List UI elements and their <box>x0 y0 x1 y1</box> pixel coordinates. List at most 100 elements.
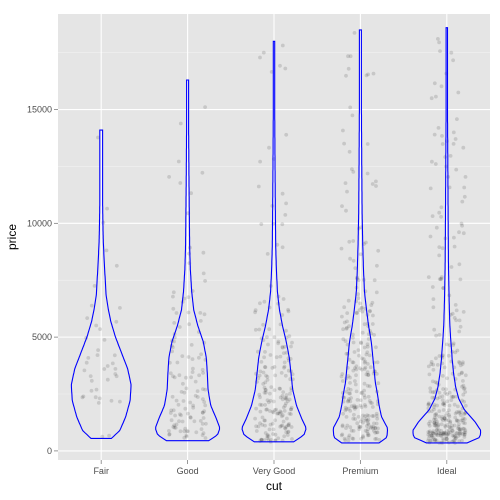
jitter-point <box>85 316 89 320</box>
jitter-point <box>269 385 273 389</box>
jitter-point <box>187 311 191 315</box>
jitter-point <box>340 204 344 208</box>
jitter-point <box>263 391 267 395</box>
jitter-point <box>353 366 357 370</box>
jitter-point <box>275 355 279 359</box>
jitter-point <box>264 408 268 412</box>
jitter-point <box>458 433 462 437</box>
jitter-point <box>258 56 262 60</box>
jitter-point <box>258 374 262 378</box>
jitter-point <box>368 354 372 358</box>
jitter-point <box>454 137 458 141</box>
jitter-point <box>201 397 205 401</box>
jitter-point <box>357 354 361 358</box>
jitter-point <box>457 422 461 426</box>
jitter-point <box>286 430 290 434</box>
jitter-point <box>202 431 206 435</box>
jitter-point <box>178 373 182 377</box>
jitter-point <box>351 239 355 243</box>
jitter-point <box>198 311 202 315</box>
x-axis-title: cut <box>266 479 283 493</box>
jitter-point <box>435 226 439 230</box>
jitter-point <box>106 378 110 382</box>
jitter-point <box>188 401 192 405</box>
jitter-point <box>289 345 293 349</box>
jitter-point <box>357 415 361 419</box>
jitter-point <box>203 404 207 408</box>
jitter-point <box>373 437 377 441</box>
jitter-point <box>201 411 205 415</box>
jitter-point <box>348 376 352 380</box>
jitter-point <box>274 433 278 437</box>
jitter-point <box>353 405 357 409</box>
jitter-point <box>429 390 433 394</box>
jitter-point <box>457 360 461 364</box>
jitter-point <box>169 409 173 413</box>
jitter-point <box>427 422 431 426</box>
jitter-point <box>371 182 375 186</box>
jitter-point <box>431 432 435 436</box>
jitter-point <box>288 392 292 396</box>
jitter-point <box>254 308 258 312</box>
jitter-point <box>437 126 441 130</box>
jitter-point <box>191 404 195 408</box>
jitter-point <box>355 421 359 425</box>
jitter-point <box>193 419 197 423</box>
jitter-point <box>363 367 367 371</box>
jitter-point <box>437 431 441 435</box>
jitter-point <box>458 319 462 323</box>
jitter-point <box>283 409 287 413</box>
jitter-point <box>284 374 288 378</box>
jitter-point <box>340 434 344 438</box>
jitter-point <box>175 311 179 315</box>
jitter-point <box>459 278 463 282</box>
jitter-point <box>464 373 468 377</box>
jitter-point <box>347 299 351 303</box>
jitter-point <box>359 252 363 256</box>
jitter-point <box>267 327 271 331</box>
jitter-point <box>451 343 455 347</box>
jitter-point <box>457 330 461 334</box>
jitter-point <box>266 252 270 256</box>
jitter-point <box>456 405 460 409</box>
jitter-point <box>462 431 466 435</box>
jitter-point <box>426 439 430 443</box>
jitter-point <box>345 190 349 194</box>
jitter-point <box>284 133 288 137</box>
jitter-point <box>364 405 368 409</box>
jitter-point <box>115 374 119 378</box>
jitter-point <box>340 315 344 319</box>
jitter-point <box>254 407 258 411</box>
jitter-point <box>170 418 174 422</box>
jitter-point <box>257 185 261 189</box>
jitter-point <box>180 354 184 358</box>
jitter-point <box>282 297 286 301</box>
jitter-point <box>434 356 438 360</box>
jitter-point <box>344 209 348 213</box>
jitter-point <box>286 399 290 403</box>
jitter-point <box>349 396 353 400</box>
jitter-point <box>376 360 380 364</box>
jitter-point <box>282 434 286 438</box>
jitter-point <box>173 414 177 418</box>
jitter-point <box>272 428 276 432</box>
jitter-point <box>197 356 201 360</box>
jitter-point <box>348 434 352 438</box>
jitter-point <box>363 414 367 418</box>
jitter-point <box>273 388 277 392</box>
jitter-point <box>427 402 431 406</box>
jitter-point <box>284 329 288 333</box>
jitter-point <box>375 264 379 268</box>
jitter-point <box>441 246 445 250</box>
jitter-point <box>203 105 207 109</box>
jitter-point <box>278 387 282 391</box>
jitter-point <box>181 382 185 386</box>
jitter-point <box>440 84 444 88</box>
jitter-point <box>374 184 378 188</box>
jitter-point <box>454 431 458 435</box>
jitter-point <box>187 355 191 359</box>
jitter-point <box>203 312 207 316</box>
jitter-point <box>371 322 375 326</box>
jitter-point <box>447 354 451 358</box>
jitter-point <box>436 424 440 428</box>
